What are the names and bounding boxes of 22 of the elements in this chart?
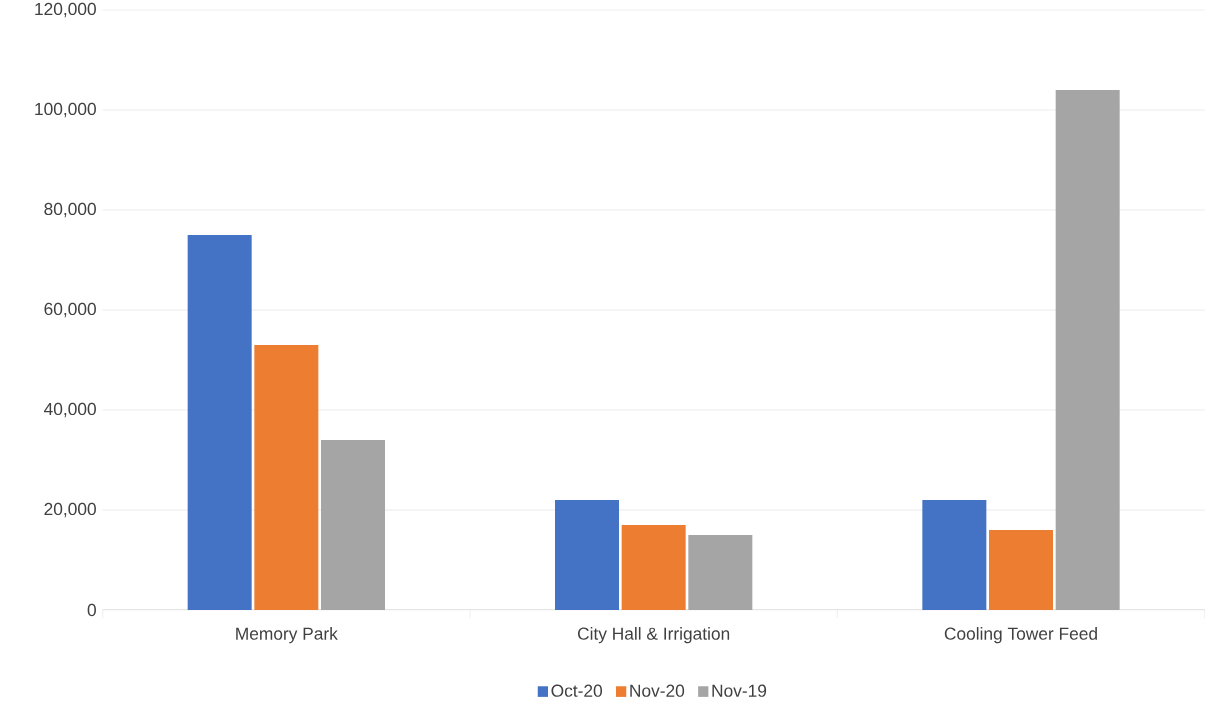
x-tick-label: City Hall & Irrigation [577, 627, 730, 644]
y-tick-label: 80,000 [44, 202, 96, 218]
y-tick-label: 120,000 [35, 2, 96, 18]
y-tick-label: 100,000 [35, 102, 96, 118]
bar [187, 235, 252, 610]
bar [1055, 90, 1120, 610]
x-tick-label: Memory Park [236, 627, 338, 644]
bar [321, 440, 386, 610]
x-tick-label: Cooling Tower Feed [944, 627, 1097, 644]
bar [989, 530, 1054, 610]
y-tick-label: 60,000 [44, 302, 96, 318]
y-tick-label: 40,000 [44, 402, 96, 418]
y-tick-label: 0 [87, 603, 96, 617]
bar [922, 500, 987, 610]
bar [688, 535, 753, 610]
legend-label: Oct-20 [551, 684, 603, 697]
legend-label: Nov-19 [712, 684, 767, 697]
legend-label: Nov-20 [630, 684, 685, 697]
bar [254, 345, 319, 610]
bar [621, 525, 686, 610]
bar [555, 500, 620, 610]
y-tick-label: 20,000 [44, 502, 96, 518]
